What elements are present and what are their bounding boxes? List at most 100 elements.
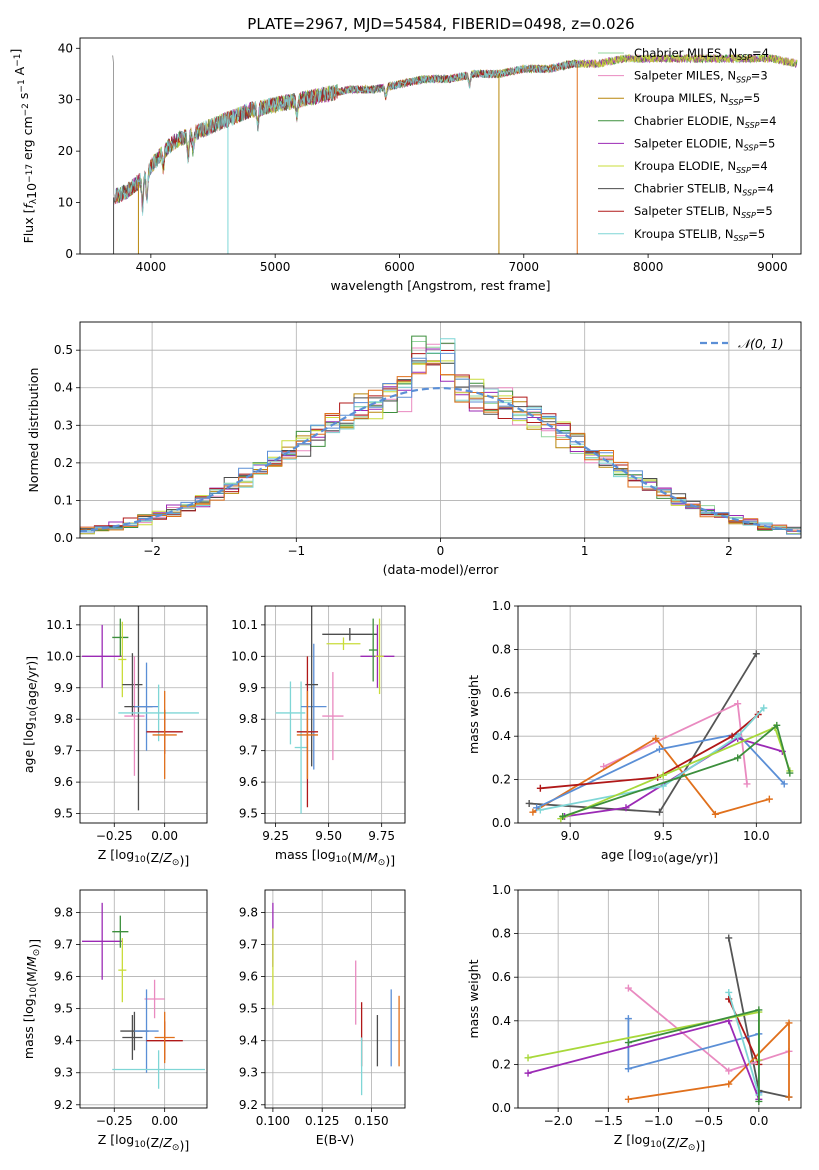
errorbar-point bbox=[368, 618, 378, 682]
y-tick-label: 0.2 bbox=[492, 1057, 511, 1071]
normal-curve bbox=[80, 386, 801, 533]
errorbar-point bbox=[144, 979, 165, 1019]
weight-marker bbox=[624, 1039, 632, 1047]
x-tick-label: 9.25 bbox=[262, 829, 289, 843]
legend-entry: Salpeter STELIB, NSSP=5 bbox=[634, 204, 773, 220]
hist-steps bbox=[80, 335, 801, 535]
weight-marker bbox=[659, 771, 667, 779]
errorbar-point bbox=[154, 1011, 175, 1064]
x-tick-label: 0 bbox=[437, 544, 445, 558]
weight-line bbox=[540, 713, 759, 790]
errorbar-point bbox=[322, 672, 344, 761]
hist-legend: 𝒩(0, 1) bbox=[700, 336, 784, 351]
weight-marker bbox=[624, 1015, 632, 1023]
y-tick-label: 0.2 bbox=[54, 456, 73, 470]
y-tick-label: 9.5 bbox=[54, 1002, 73, 1016]
weight-line bbox=[562, 723, 791, 818]
weight-marker bbox=[752, 650, 760, 658]
y-tick-label: 9.7 bbox=[239, 744, 258, 758]
x-axis-label: mass [log10(M/M⊙)] bbox=[275, 847, 395, 868]
legend-entry: Kroupa ELODIE, NSSP=4 bbox=[634, 159, 768, 175]
panel-weight_age: 9.0 9.5 10.0 0.0 0.2 0.4 0.6 0.8 1.0 age [log10(a… bbox=[466, 599, 802, 865]
errorbar-point bbox=[112, 618, 129, 657]
legend-entry: Chabrier MILES, NSSP=4 bbox=[634, 46, 769, 62]
errorbar-point bbox=[124, 656, 145, 776]
x-tick-label: 0.00 bbox=[151, 1114, 178, 1128]
weight-lines-weight_Z bbox=[524, 934, 793, 1105]
x-tick-label: 0.00 bbox=[151, 829, 178, 843]
y-tick-label: 9.4 bbox=[54, 1034, 73, 1048]
x-tick-label: −0.25 bbox=[96, 1114, 133, 1128]
spectrum-legend: Chabrier MILES, NSSP=4 Salpeter MILES, NS… bbox=[598, 46, 776, 243]
y-tick-label: 9.8 bbox=[239, 712, 258, 726]
y-tick-label: 40 bbox=[58, 41, 73, 55]
x-tick-label: 2 bbox=[725, 544, 733, 558]
weight-marker bbox=[725, 934, 733, 942]
weight-marker bbox=[622, 804, 630, 812]
x-axis-label: Z [log10(Z/Z⊙)] bbox=[98, 1132, 189, 1153]
y-tick-label: 1.0 bbox=[492, 599, 511, 613]
weight-line bbox=[536, 733, 785, 809]
x-tick-label: 8000 bbox=[633, 260, 664, 274]
errorbar-point bbox=[294, 681, 308, 814]
y-tick-label: 9.6 bbox=[54, 970, 73, 984]
x-axis-label: wavelength [Angstrom, rest frame] bbox=[330, 278, 550, 293]
x-tick-label: −1 bbox=[287, 544, 305, 558]
x-tick-label: 0.0 bbox=[749, 1114, 768, 1128]
y-tick-label: 10 bbox=[58, 196, 73, 210]
panel-hist: −2 −1 0 1 2 0.0 0.1 0.2 0.3 0.4 0.5 (data-model)/er… bbox=[26, 321, 802, 577]
errorbar-point bbox=[326, 637, 361, 651]
axes-frame bbox=[79, 605, 208, 824]
axes-frame bbox=[264, 889, 406, 1109]
errorbars-mass_Z bbox=[82, 902, 205, 1089]
errorbar-point bbox=[122, 653, 143, 717]
weight-line bbox=[727, 992, 760, 1096]
hist-step bbox=[80, 362, 801, 532]
weight-marker bbox=[734, 732, 742, 740]
x-tick-label: 9.75 bbox=[368, 829, 395, 843]
y-tick-label: 1.0 bbox=[492, 883, 511, 897]
weight-line bbox=[529, 653, 758, 814]
y-tick-label: 0.6 bbox=[492, 686, 511, 700]
panel-weight_Z: −2.0 −1.5 −1.0 −0.5 0.0 0.0 0.2 0.4 0.6 0.8 1.0 Z [… bbox=[466, 883, 802, 1153]
y-tick-label: 9.8 bbox=[54, 905, 73, 919]
y-tick-label: 9.8 bbox=[54, 712, 73, 726]
panel-mass_ebv: 0.100 0.125 0.150 9.2 9.3 9.4 9.5 9.6 9.7 9.8 E(B-… bbox=[239, 889, 406, 1147]
y-tick-label: 10.0 bbox=[46, 649, 73, 663]
errorbar-point bbox=[301, 643, 327, 770]
y-axis-label: Normed distribution bbox=[26, 368, 41, 493]
y-tick-label: 9.3 bbox=[54, 1066, 73, 1080]
weight-marker bbox=[786, 769, 794, 777]
hist-step bbox=[80, 338, 801, 531]
weight-line bbox=[527, 1019, 760, 1100]
errorbar-point bbox=[82, 624, 123, 688]
y-tick-label: 0.4 bbox=[492, 729, 511, 743]
axes-frame bbox=[517, 605, 802, 824]
x-axis-label: Z [log10(Z/Z⊙)] bbox=[614, 1132, 705, 1153]
y-tick-label: 10.0 bbox=[231, 649, 258, 663]
y-tick-label: 9.3 bbox=[239, 1066, 258, 1080]
spectrum-lines bbox=[112, 53, 798, 254]
weight-marker bbox=[525, 799, 533, 807]
x-axis-label: age [log10(age/yr)] bbox=[601, 847, 718, 865]
axes-frame bbox=[79, 889, 208, 1109]
weight-marker bbox=[725, 988, 733, 996]
weight-marker bbox=[652, 734, 660, 742]
y-tick-label: 9.2 bbox=[54, 1098, 73, 1112]
weight-marker bbox=[780, 780, 788, 788]
x-tick-label: 6000 bbox=[384, 260, 415, 274]
x-axis-label: (data-model)/error bbox=[383, 562, 500, 577]
weight-marker bbox=[624, 1065, 632, 1073]
errorbar-point bbox=[375, 618, 384, 695]
legend-entry: Salpeter MILES, NSSP=3 bbox=[634, 69, 768, 85]
legend-entry: 𝒩(0, 1) bbox=[738, 336, 784, 351]
weight-marker bbox=[755, 1006, 763, 1014]
weight-marker bbox=[725, 1080, 733, 1088]
y-tick-label: 9.8 bbox=[239, 905, 258, 919]
y-tick-label: 0.4 bbox=[492, 1014, 511, 1028]
legend-entry: Chabrier ELODIE, NSSP=4 bbox=[634, 114, 776, 130]
y-tick-label: 30 bbox=[58, 93, 73, 107]
weight-marker bbox=[725, 1067, 733, 1075]
y-tick-label: 0.0 bbox=[54, 531, 73, 545]
errorbar-point bbox=[112, 1050, 205, 1089]
